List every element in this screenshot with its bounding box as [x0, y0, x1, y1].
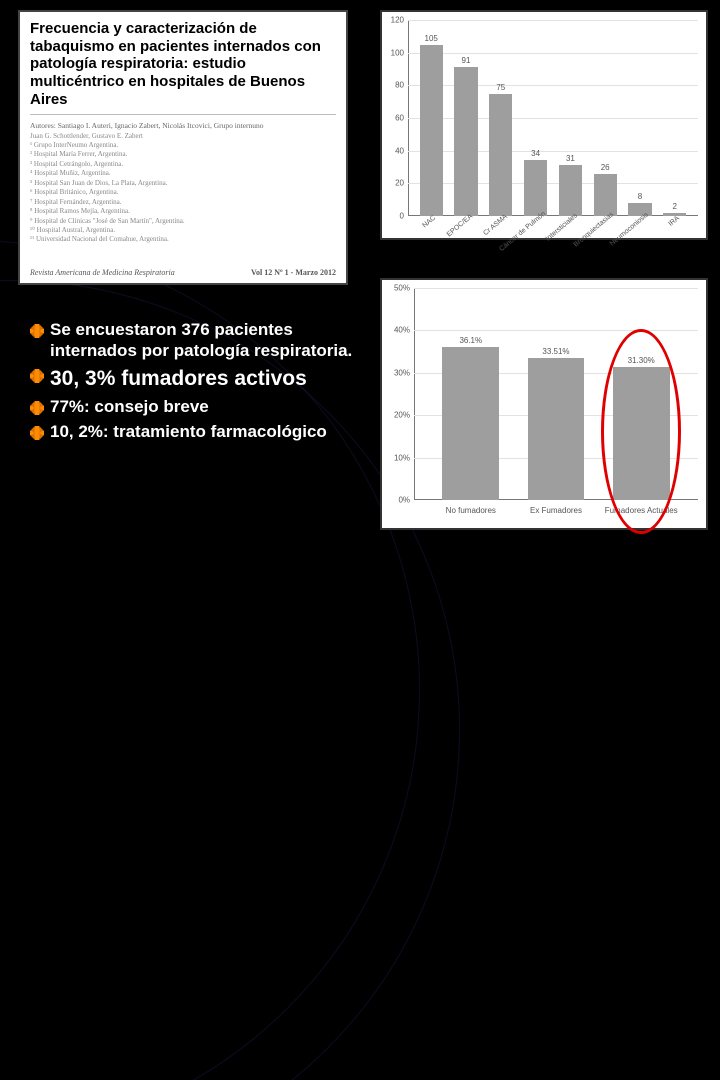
x-tick-label: Fumadores Actuales — [605, 506, 678, 515]
summary-bullets: Se encuestaron 376 pacientes internados … — [30, 320, 360, 446]
affiliation-line: ⁹ Hospital de Clínicas "José de San Mart… — [30, 217, 336, 226]
bar: 91 — [454, 67, 477, 216]
bullet-text: 30, 3% fumadores activos — [50, 365, 307, 392]
x-tick-label: IRA — [667, 215, 680, 228]
gridline — [408, 118, 698, 119]
starburst-icon — [30, 324, 44, 338]
bar: 75 — [489, 94, 512, 217]
gridline — [408, 20, 698, 21]
y-tick-label: 50% — [394, 284, 414, 293]
gridline — [414, 288, 698, 289]
bar-value-label: 26 — [601, 163, 610, 172]
journal-issue: Vol 12 Nº 1 - Marzo 2012 — [251, 268, 336, 277]
bar: 31.30% — [613, 367, 670, 500]
affiliation-line: ¹⁰ Hospital Austral, Argentina. — [30, 226, 336, 235]
bullet-text: Se encuestaron 376 pacientes internados … — [50, 320, 360, 361]
bar-value-label: 2 — [673, 202, 677, 211]
bar-value-label: 34 — [531, 149, 540, 158]
affiliation-line: ⁴ Hospital Muñiz, Argentina. — [30, 169, 336, 178]
affiliation-line: ⁷ Hospital Fernández, Argentina. — [30, 198, 336, 207]
affiliation-line: ⁶ Hospital Británico, Argentina. — [30, 188, 336, 197]
journal-name: Revista Americana de Medicina Respirator… — [30, 268, 175, 277]
affiliation-line: ⁵ Hospital San Juan de Dios, La Plata, A… — [30, 179, 336, 188]
starburst-icon — [30, 369, 44, 383]
x-tick-label: Neumoconiosis — [609, 211, 650, 247]
x-tick-label: EPOC/EA — [446, 213, 474, 238]
bar-value-label: 31 — [566, 154, 575, 163]
bullet-text: 77%: consejo breve — [50, 397, 209, 418]
bar-value-label: 75 — [496, 83, 505, 92]
article-affiliations: Juan G. Schottlender, Gustavo E. Zabert¹… — [30, 132, 336, 245]
y-tick-label: 80 — [395, 81, 408, 90]
bullet-item: 30, 3% fumadores activos — [30, 365, 360, 392]
x-tick-label: Ex Fumadores — [530, 506, 582, 515]
bar: 36.1% — [442, 347, 499, 500]
affiliation-line: ⁸ Hospital Ramos Mejía, Argentina. — [30, 207, 336, 216]
article-authors: Autores: Santiago I. Auteri, Ignacio Zab… — [30, 121, 336, 131]
affiliation-line: ³ Hospital Cetrángolo, Argentina. — [30, 160, 336, 169]
y-tick-label: 100 — [391, 48, 408, 57]
bar-value-label: 36.1% — [459, 336, 482, 345]
y-tick-label: 10% — [394, 453, 414, 462]
starburst-icon — [30, 426, 44, 440]
bar: 105 — [420, 45, 443, 217]
gridline — [414, 330, 698, 331]
bar-value-label: 31.30% — [628, 356, 655, 365]
x-tick-label: No fumadores — [446, 506, 496, 515]
bullet-text: 10, 2%: tratamiento farmacológico — [50, 422, 327, 443]
gridline — [408, 85, 698, 86]
x-axis — [408, 215, 698, 216]
y-tick-label: 0% — [398, 496, 414, 505]
bullet-item: 10, 2%: tratamiento farmacológico — [30, 422, 360, 443]
affiliation-line: Juan G. Schottlender, Gustavo E. Zabert — [30, 132, 336, 141]
y-tick-label: 0 — [400, 212, 408, 221]
x-tick-label: Intersticiales — [545, 212, 579, 242]
bar-value-label: 8 — [638, 192, 642, 201]
bar: 31 — [559, 165, 582, 216]
y-tick-label: 40% — [394, 326, 414, 335]
x-tick-label: Cr ASMA — [482, 213, 509, 237]
gridline — [408, 53, 698, 54]
y-tick-label: 20 — [395, 179, 408, 188]
gridline — [408, 183, 698, 184]
starburst-icon — [30, 401, 44, 415]
article-footer: Revista Americana de Medicina Respirator… — [30, 268, 336, 277]
diagnosis-bar-chart: 020406080100120105NAC91EPOC/EA75Cr ASMA3… — [380, 10, 708, 240]
article-title: Frecuencia y caracterización de tabaquis… — [30, 20, 336, 108]
article-panel: Frecuencia y caracterización de tabaquis… — [18, 10, 348, 285]
x-tick-label: NAC — [422, 215, 438, 230]
y-tick-label: 120 — [391, 16, 408, 25]
affiliation-line: ² Hospital María Ferrer, Argentina. — [30, 150, 336, 159]
affiliation-line: ¹¹ Universidad Nacional del Comahue, Arg… — [30, 235, 336, 244]
affiliation-line: ¹ Grupo InterNeumo Argentina. — [30, 141, 336, 150]
bar: 34 — [524, 160, 547, 216]
gridline — [408, 151, 698, 152]
y-axis — [414, 288, 415, 500]
smoking-status-bar-chart: 0% 10% 20% 30% 40% 50% 36.1% No fumadores 33.51%… — [380, 278, 708, 530]
bar-value-label: 105 — [425, 34, 438, 43]
bar-value-label: 91 — [462, 56, 471, 65]
y-tick-label: 60 — [395, 114, 408, 123]
y-tick-label: 40 — [395, 146, 408, 155]
bar: 33.51% — [528, 358, 585, 500]
y-tick-label: 30% — [394, 368, 414, 377]
bullet-item: Se encuestaron 376 pacientes internados … — [30, 320, 360, 361]
y-tick-label: 20% — [394, 411, 414, 420]
bar: 26 — [594, 174, 617, 216]
divider — [30, 114, 336, 115]
bullet-item: 77%: consejo breve — [30, 397, 360, 418]
bar-value-label: 33.51% — [542, 347, 569, 356]
